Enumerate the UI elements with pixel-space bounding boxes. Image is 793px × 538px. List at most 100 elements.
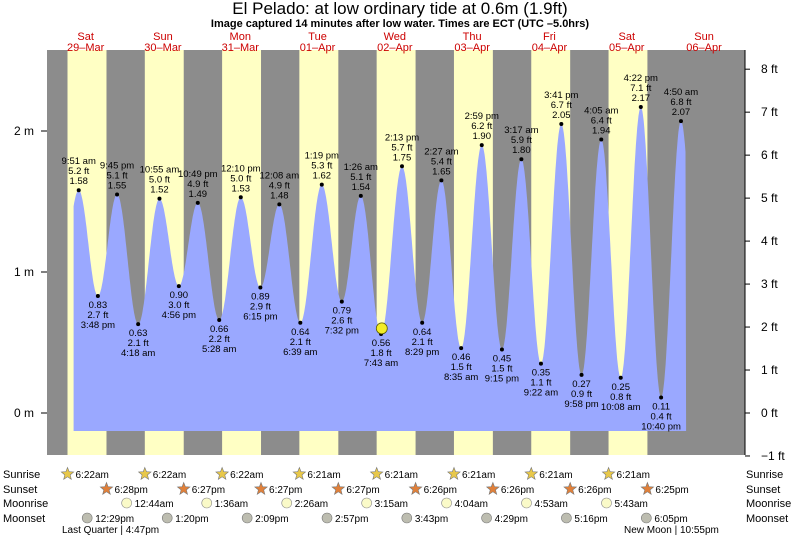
row-label-right: Sunset xyxy=(746,484,780,496)
right-axis-tick-label: 0 ft xyxy=(761,406,778,420)
moonrise-icon xyxy=(121,497,132,509)
date-label: 04–Apr xyxy=(532,42,568,54)
date-label: 29–Mar xyxy=(67,42,105,54)
date-label: 31–Mar xyxy=(222,42,260,54)
sunrise-time: 6:22am xyxy=(230,470,263,481)
tide-time-label: 9:51 am xyxy=(62,156,96,167)
sunset-time: 6:26pm xyxy=(578,485,611,496)
sunrise-icon xyxy=(60,466,75,480)
moonrise-icon xyxy=(361,497,372,509)
tide-feet-label: 5.3 ft xyxy=(311,161,332,172)
right-axis-tick-label: 3 ft xyxy=(761,277,778,291)
tide-feet-label: 0.4 ft xyxy=(651,411,672,422)
tide-point xyxy=(195,200,200,205)
tide-feet-label: 3.0 ft xyxy=(168,300,189,311)
moonset-time: 2:09pm xyxy=(255,514,288,525)
tide-time-label: 10:49 pm xyxy=(178,169,218,180)
sunset-time: 6:27pm xyxy=(192,485,225,496)
sunrise-time: 6:21am xyxy=(539,470,572,481)
moonset-icon xyxy=(641,512,652,524)
moonset-time: 2:57pm xyxy=(335,514,368,525)
tide-feet-label: 5.1 ft xyxy=(350,172,371,183)
tide-feet-label: 2.2 ft xyxy=(209,334,230,345)
row-label-left: Moonset xyxy=(3,513,45,525)
tide-point xyxy=(618,375,623,380)
sunset-icon xyxy=(640,481,655,495)
date-label: 02–Apr xyxy=(377,42,413,54)
current-tide-marker xyxy=(375,322,388,335)
day-of-week-label: Sun xyxy=(694,31,714,43)
tide-point xyxy=(157,196,162,201)
tide-metres-label: 2.17 xyxy=(632,93,651,104)
moonrise-time: 3:15am xyxy=(375,499,408,510)
date-label: 30–Mar xyxy=(144,42,182,54)
day-of-week-label: Thu xyxy=(463,31,482,43)
tide-feet-label: 2.1 ft xyxy=(290,337,311,348)
right-axis-tick-label: 6 ft xyxy=(761,148,778,162)
sunrise-time: 6:21am xyxy=(617,470,650,481)
tide-metres-label: 0.35 xyxy=(532,368,551,379)
tide-feet-label: 5.4 ft xyxy=(431,156,452,167)
day-of-week-label: Fri xyxy=(543,31,556,43)
moonrise-icon xyxy=(441,497,452,509)
moonrise-time: 4:04am xyxy=(455,499,488,510)
tide-feet-label: 6.8 ft xyxy=(670,97,691,108)
tide-point xyxy=(115,192,120,197)
tide-point xyxy=(238,195,243,200)
tide-time-label: 4:18 am xyxy=(121,348,155,359)
day-labels: Sat29–MarSun30–MarMon31–MarTue01–AprWed0… xyxy=(67,31,722,54)
right-axis-tick-label: 4 ft xyxy=(761,234,778,248)
tide-feet-label: 5.0 ft xyxy=(230,173,251,184)
tide-feet-label: 2.1 ft xyxy=(412,337,433,348)
tide-point xyxy=(258,285,263,290)
tide-time-label: 1:19 pm xyxy=(305,151,339,162)
sunrise-icon xyxy=(292,466,307,480)
tide-feet-label: 2.1 ft xyxy=(128,338,149,349)
sunset-time: 6:26pm xyxy=(501,485,534,496)
day-of-week-label: Mon xyxy=(230,31,251,43)
right-axis-tick-label: 5 ft xyxy=(761,191,778,205)
tide-metres-label: 0.66 xyxy=(210,324,229,335)
moonrise-time: 12:44am xyxy=(135,499,174,510)
tide-time-label: 2:59 pm xyxy=(465,111,499,122)
left-axis-tick-label: 0 m xyxy=(14,406,34,420)
tide-metres-label: 0.83 xyxy=(89,300,108,311)
right-axis-tick-label: 8 ft xyxy=(761,62,778,76)
tide-time-label: 4:56 pm xyxy=(162,310,196,321)
day-of-week-label: Sat xyxy=(618,31,635,43)
tide-feet-label: 4.9 ft xyxy=(269,180,290,191)
tide-labels: 9:51 am5.2 ft1.58 0.832.7 ft3:48 pm 9:45 p… xyxy=(62,73,699,432)
tide-point xyxy=(399,164,404,169)
tide-feet-label: 1.5 ft xyxy=(451,362,472,373)
sunrise-time: 6:22am xyxy=(153,470,186,481)
tide-time-label: 3:48 pm xyxy=(81,320,115,331)
tide-metres-label: 0.25 xyxy=(611,382,630,393)
tide-time-label: 9:15 pm xyxy=(485,374,519,385)
tide-time-label: 9:58 pm xyxy=(564,399,598,410)
tide-metres-label: 0.56 xyxy=(372,338,391,349)
moon-phase-label: New Moon | 10:55pm xyxy=(624,525,719,536)
tide-point xyxy=(559,121,564,126)
tide-point xyxy=(277,202,282,207)
sunrise-time: 6:22am xyxy=(76,470,109,481)
tide-feet-label: 5.2 ft xyxy=(68,166,89,177)
row-label-right: Moonset xyxy=(746,513,788,525)
tide-metres-label: 1.54 xyxy=(352,182,371,193)
tide-feet-label: 6.7 ft xyxy=(551,100,572,111)
chart-subtitle: Image captured 14 minutes after low wate… xyxy=(211,18,590,30)
tide-metres-label: 1.80 xyxy=(512,145,531,156)
sunset-icon xyxy=(254,481,268,495)
date-label: 06–Apr xyxy=(686,42,722,54)
tide-metres-label: 2.05 xyxy=(552,110,571,121)
right-axis-tick-label: 2 ft xyxy=(761,320,778,334)
tide-feet-label: 1.1 ft xyxy=(530,378,551,389)
tide-metres-label: 0.45 xyxy=(493,354,512,365)
tide-feet-label: 6.4 ft xyxy=(591,115,612,126)
sunrise-time: 6:21am xyxy=(385,470,418,481)
tide-metres-label: 1.48 xyxy=(270,190,289,201)
tide-point xyxy=(76,188,81,193)
tide-time-label: 2:13 pm xyxy=(385,132,419,143)
tide-point xyxy=(519,157,524,162)
tide-metres-label: 1.90 xyxy=(473,131,492,142)
moonset-time: 1:20pm xyxy=(175,514,208,525)
